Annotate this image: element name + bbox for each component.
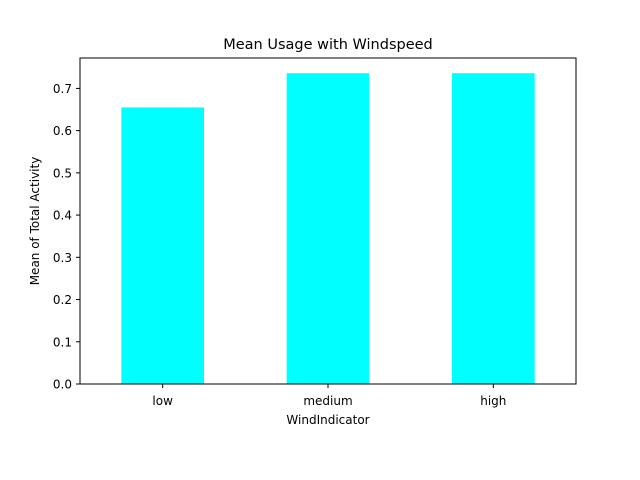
bar-medium [286, 73, 370, 384]
x-tick-label-high: high [480, 394, 506, 408]
y-tick-label: 0.1 [53, 335, 72, 349]
y-tick-label: 0.2 [53, 293, 72, 307]
x-axis-label: WindIndicator [286, 413, 369, 427]
x-tick-label-medium: medium [303, 394, 352, 408]
y-axis-label: Mean of Total Activity [28, 157, 42, 286]
y-tick-label: 0.4 [53, 209, 72, 223]
y-tick-label: 0.5 [53, 166, 72, 180]
x-tick-label-low: low [152, 394, 173, 408]
x-axis: low medium high [152, 384, 506, 408]
y-tick-label: 0.6 [53, 124, 72, 138]
chart-title: Mean Usage with Windspeed [223, 37, 433, 53]
y-tick-label: 0.3 [53, 251, 72, 265]
y-tick-label: 0.7 [53, 82, 72, 96]
y-axis: 0.0 0.1 0.2 0.3 0.4 0.5 0.6 0.7 [53, 82, 80, 392]
bar-high [452, 73, 535, 384]
bars-group [121, 73, 535, 384]
bar-low [121, 107, 204, 384]
y-tick-label: 0.0 [53, 378, 72, 392]
